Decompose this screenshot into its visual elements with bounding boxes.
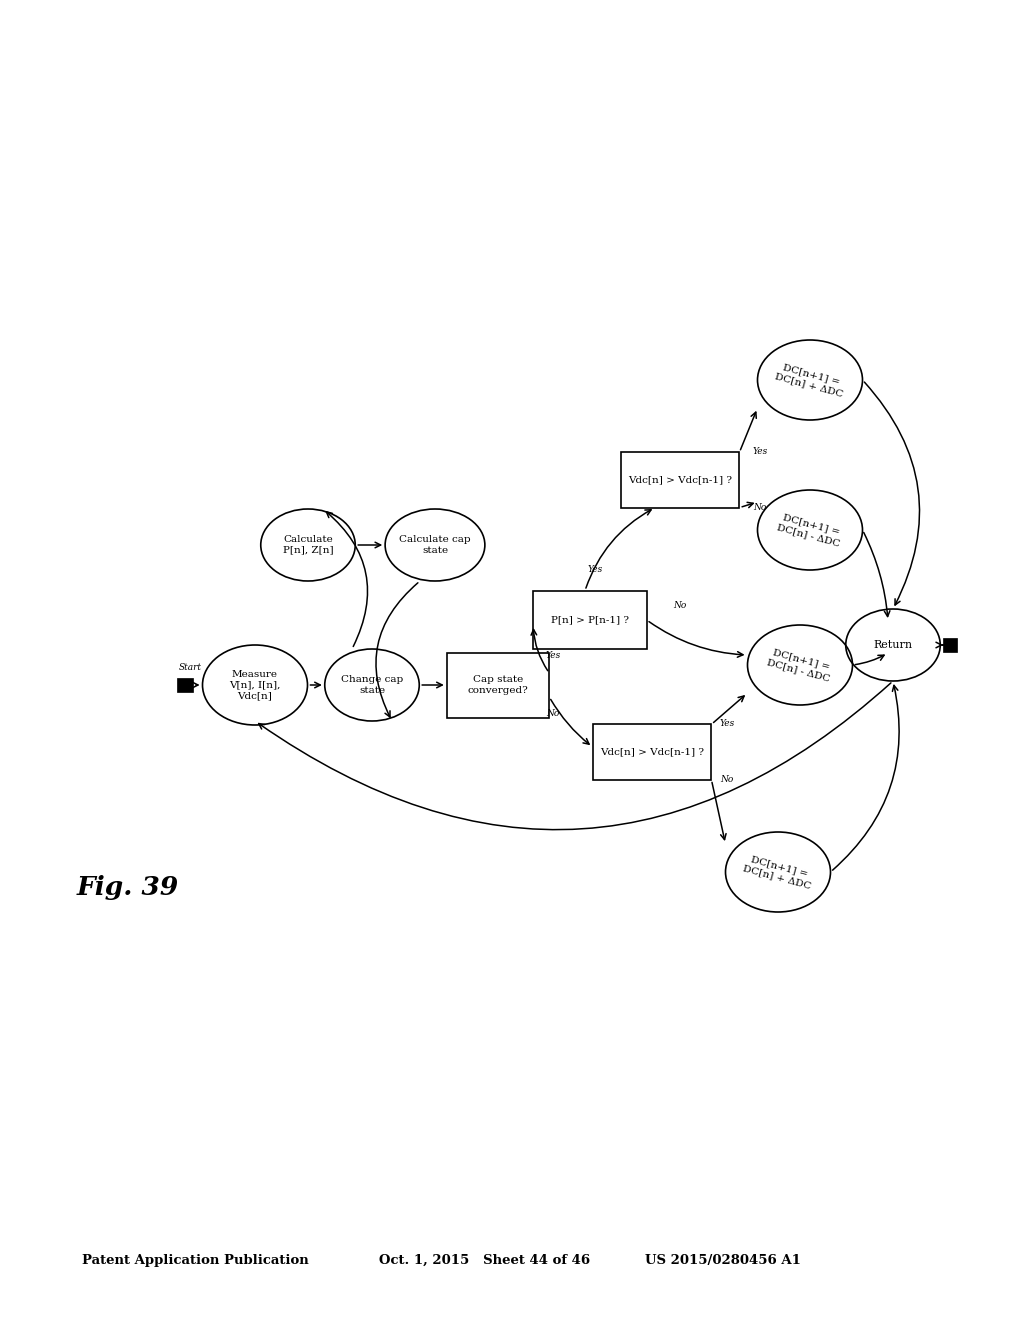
FancyBboxPatch shape [177,678,193,692]
FancyBboxPatch shape [534,591,647,649]
Text: Oct. 1, 2015   Sheet 44 of 46: Oct. 1, 2015 Sheet 44 of 46 [379,1254,590,1267]
Text: Change cap
state: Change cap state [341,676,403,694]
Text: Calculate
P[n], Z[n]: Calculate P[n], Z[n] [283,536,334,554]
Text: No: No [754,503,767,512]
Text: Return: Return [873,640,912,649]
Text: Measure
V[n], I[n],
Vdc[n]: Measure V[n], I[n], Vdc[n] [229,671,281,700]
Text: Start: Start [178,663,202,672]
Text: DC[n+1] =
DC[n] + ΔDC: DC[n+1] = DC[n] + ΔDC [741,854,814,891]
Text: Yes: Yes [546,651,560,660]
FancyBboxPatch shape [621,453,739,508]
Text: DC[n+1] =
DC[n] - ΔDC: DC[n+1] = DC[n] - ΔDC [776,512,844,548]
FancyBboxPatch shape [446,652,549,718]
Text: Yes: Yes [753,447,768,457]
Text: Vdc[n] > Vdc[n-1] ?: Vdc[n] > Vdc[n-1] ? [600,747,705,756]
Text: Patent Application Publication: Patent Application Publication [82,1254,308,1267]
Text: No: No [674,601,687,610]
Text: Calculate cap
state: Calculate cap state [399,536,471,554]
Text: DC[n+1] =
DC[n] + ΔDC: DC[n+1] = DC[n] + ΔDC [773,362,847,399]
FancyBboxPatch shape [593,725,712,780]
Text: Yes: Yes [588,565,603,574]
Text: Vdc[n] > Vdc[n-1] ?: Vdc[n] > Vdc[n-1] ? [628,475,732,484]
Text: US 2015/0280456 A1: US 2015/0280456 A1 [645,1254,801,1267]
FancyBboxPatch shape [943,638,957,652]
Text: No: No [720,776,733,784]
Text: Fig. 39: Fig. 39 [77,875,179,899]
Text: DC[n+1] =
DC[n] - ΔDC: DC[n+1] = DC[n] - ΔDC [766,647,834,682]
Text: P[n] > P[n-1] ?: P[n] > P[n-1] ? [551,615,629,624]
Text: Yes: Yes [720,719,734,729]
Text: Cap state
converged?: Cap state converged? [468,676,528,694]
Text: No: No [547,709,560,718]
